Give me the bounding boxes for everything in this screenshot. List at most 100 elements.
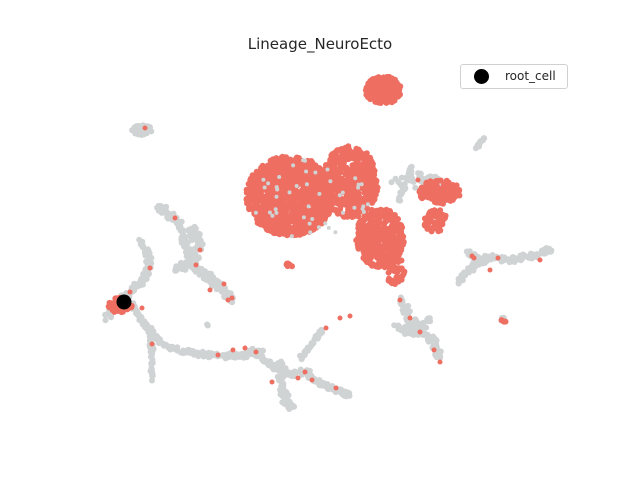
lineage-cell-point <box>265 213 272 220</box>
background-cell-point <box>397 181 404 188</box>
background-cell-point <box>273 207 278 212</box>
background-cell-point <box>313 379 320 385</box>
background-cell-point <box>415 324 422 331</box>
lineage-cell-point <box>278 154 285 161</box>
lineage-cell-point <box>335 200 342 207</box>
background-cell-point <box>199 241 206 248</box>
lineage-cell-point <box>255 182 262 189</box>
background-cell-point <box>274 194 279 199</box>
background-cell-point <box>190 253 197 260</box>
background-cell-point <box>174 220 180 227</box>
background-cell-point <box>289 234 294 239</box>
background-cell-point <box>328 179 333 184</box>
background-cell-point <box>395 197 402 204</box>
lineage-cell-point <box>396 87 402 94</box>
background-cell-point <box>266 181 271 186</box>
lineage-cell-point <box>344 176 351 183</box>
lineage-cell-point <box>430 212 437 219</box>
lineage-cell-point <box>286 177 293 184</box>
legend-marker-root-cell <box>474 69 489 84</box>
lineage-cell-point <box>364 239 371 246</box>
lineage-cell-point <box>342 147 348 154</box>
lineage-cell-point <box>257 191 264 198</box>
background-cell-point <box>315 333 321 340</box>
lineage-cell-point <box>279 199 286 205</box>
lineage-cell-point <box>281 174 288 180</box>
lineage-cell-point <box>389 83 396 90</box>
lineage-cell-point <box>450 192 457 199</box>
lineage-cell-point <box>380 74 387 81</box>
background-cell-point <box>356 185 361 190</box>
lineage-cell-point <box>355 156 362 162</box>
lineage-cell-point <box>249 204 256 211</box>
lineage-cells-layer <box>105 73 543 391</box>
lineage-cell-point <box>398 276 405 283</box>
background-cell-point <box>284 400 291 407</box>
lineage-cell-point <box>393 218 400 225</box>
background-cell-point <box>340 190 345 195</box>
background-cell-point <box>143 322 150 329</box>
lineage-cell-point <box>312 201 319 208</box>
lineage-cell-point <box>343 192 350 199</box>
lineage-cell-point <box>369 217 376 224</box>
lineage-cell-point <box>360 168 367 175</box>
background-cell-point <box>132 306 139 313</box>
background-cell-point <box>274 210 279 215</box>
lineage-cell-point <box>308 164 315 171</box>
lineage-cell-point <box>304 188 311 195</box>
lineage-cell-point <box>285 229 292 236</box>
background-cell-point <box>307 221 312 226</box>
background-cell-point <box>149 371 155 378</box>
lineage-cell-point <box>149 341 155 347</box>
lineage-cell-point <box>326 182 333 189</box>
lineage-cell-point <box>388 88 395 95</box>
background-cell-point <box>139 244 146 250</box>
lineage-cell-point <box>381 221 388 228</box>
background-cell-point <box>236 354 243 360</box>
lineage-cell-point <box>397 297 403 303</box>
background-cell-point <box>154 204 161 211</box>
background-cell-point <box>262 185 267 190</box>
lineage-cell-point <box>262 195 269 202</box>
lineage-cell-point <box>415 177 421 183</box>
background-cell-point <box>333 230 338 235</box>
lineage-cell-point <box>294 210 301 217</box>
background-cell-point <box>206 276 213 283</box>
lineage-cell-point <box>367 234 374 241</box>
lineage-cell-point <box>374 74 381 81</box>
lineage-cell-point <box>248 194 255 201</box>
lineage-cell-point <box>221 281 227 287</box>
lineage-cell-point <box>347 313 353 319</box>
background-cell-point <box>194 239 201 246</box>
background-cell-point <box>306 204 311 209</box>
background-cell-point <box>136 126 143 132</box>
background-cell-point <box>361 209 366 214</box>
lineage-cell-point <box>363 245 370 252</box>
lineage-cell-point <box>360 153 367 160</box>
background-cell-point <box>404 311 410 317</box>
lineage-cell-point <box>309 377 315 383</box>
lineage-cell-point <box>383 229 390 236</box>
lineage-cell-point <box>291 198 298 205</box>
background-cell-point <box>356 182 361 187</box>
lineage-cell-point <box>368 243 375 250</box>
lineage-cell-point <box>311 210 318 217</box>
lineage-cell-point <box>293 231 300 238</box>
lineage-cell-point <box>256 219 263 226</box>
lineage-cell-point <box>285 202 292 209</box>
background-cell-point <box>474 142 481 149</box>
lineage-cell-point <box>333 193 340 200</box>
background-cell-point <box>197 267 204 273</box>
lineage-cell-point <box>308 180 315 187</box>
background-cell-point <box>274 185 279 190</box>
lineage-cell-point <box>270 216 277 223</box>
lineage-cell-point <box>369 161 376 167</box>
background-cell-point <box>183 259 189 266</box>
lineage-cell-point <box>419 189 426 196</box>
lineage-cell-point <box>111 308 118 315</box>
lineage-cell-point <box>370 170 377 177</box>
lineage-cell-point <box>287 193 294 200</box>
background-cell-point <box>149 377 155 384</box>
lineage-cell-point <box>360 229 367 236</box>
lineage-cell-point <box>398 222 405 229</box>
